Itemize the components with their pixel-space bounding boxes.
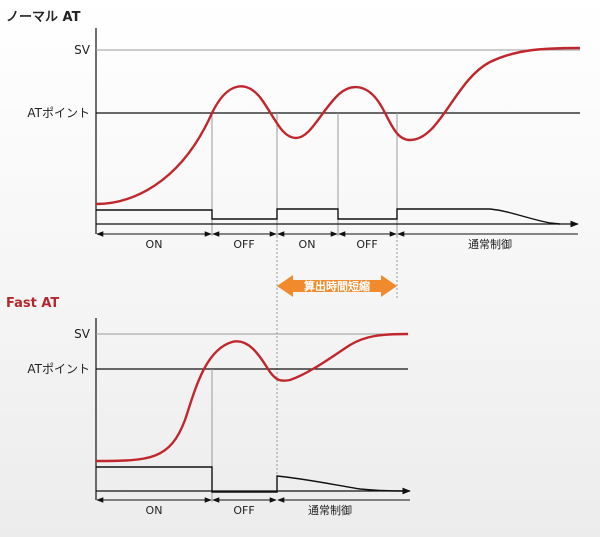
fast-at-panel: Fast AT SV ATポイント ON OFF 通常制御 <box>6 296 411 517</box>
fast-at-point-label: ATポイント <box>27 362 90 376</box>
calc-time-reduction-badge: 算出時間短縮 <box>277 275 397 297</box>
normal-temperature-curve <box>95 46 581 206</box>
badge-label: 算出時間短縮 <box>303 279 370 293</box>
fast-temperature-curve <box>95 332 409 463</box>
normal-output-line <box>96 208 561 225</box>
normal-segment-off-2: OFF <box>356 238 377 251</box>
normal-sv-label: SV <box>74 43 91 57</box>
fast-sv-label: SV <box>74 327 91 341</box>
fast-at-title: Fast AT <box>6 296 59 311</box>
normal-segment-normal-control: 通常制御 <box>468 237 512 251</box>
fast-segment-on: ON <box>146 504 163 517</box>
fast-segment-off: OFF <box>233 504 254 517</box>
normal-at-point-label: ATポイント <box>27 106 90 120</box>
normal-at-title: ノーマル AT <box>6 10 81 25</box>
normal-at-panel: ノーマル AT SV ATポイント ON OFF ON OFF <box>6 10 581 251</box>
fast-segment-normal-control: 通常制御 <box>308 503 352 517</box>
normal-segment-on-1: ON <box>146 238 163 251</box>
fast-output-line <box>96 466 406 493</box>
normal-segment-off-1: OFF <box>233 238 254 251</box>
badge-double-arrow <box>277 275 397 297</box>
normal-segment-on-2: ON <box>299 238 316 251</box>
